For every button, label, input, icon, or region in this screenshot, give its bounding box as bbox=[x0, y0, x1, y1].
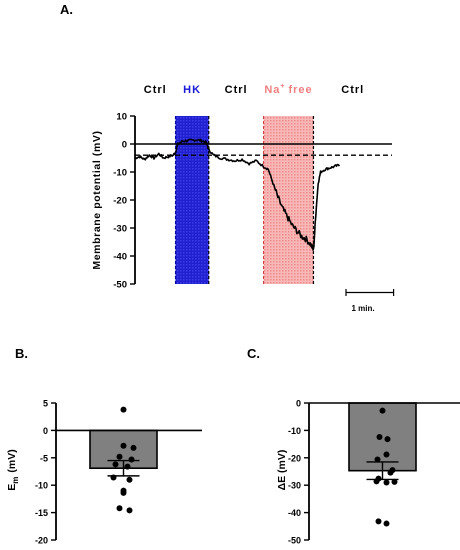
scale-bar-label: 1 min. bbox=[351, 304, 374, 313]
y-axis-label-sub: m bbox=[11, 477, 20, 484]
data-point bbox=[374, 456, 381, 463]
panel-c-delta-e-bar-chart: 0 -10 -20 -30 -40 -50 ΔE (mV) bbox=[276, 399, 460, 546]
data-point bbox=[373, 478, 380, 485]
condition-label-0: Ctrl bbox=[144, 84, 167, 96]
data-point bbox=[126, 476, 133, 483]
data-point bbox=[383, 479, 390, 486]
data-point bbox=[110, 474, 117, 481]
data-point bbox=[120, 442, 127, 449]
y-tick-label: 5 bbox=[43, 399, 48, 409]
y-tick-label: -20 bbox=[113, 196, 127, 207]
data-point bbox=[116, 453, 123, 460]
y-tick-label: -5 bbox=[40, 453, 48, 463]
data-point bbox=[126, 507, 133, 514]
y-tick-label: 0 bbox=[43, 426, 48, 436]
scale-bar: 1 min. bbox=[345, 289, 395, 313]
y-tick-label: -30 bbox=[288, 481, 301, 491]
condition-label-2: Ctrl bbox=[225, 84, 248, 96]
y-tick-label: -50 bbox=[113, 280, 127, 291]
y-axis-label-main: E bbox=[6, 484, 18, 491]
y-tick-label: -50 bbox=[288, 536, 301, 546]
y-axis-label: Membrane potential (mV) bbox=[91, 130, 103, 269]
condition-shade-3 bbox=[263, 116, 314, 284]
data-point bbox=[375, 518, 382, 525]
condition-label-1: HK bbox=[183, 84, 201, 96]
data-point bbox=[387, 469, 394, 476]
y-tick-label: 0 bbox=[296, 399, 301, 409]
condition-label-3: Na+ free bbox=[264, 83, 312, 96]
data-point bbox=[120, 406, 127, 413]
condition-label-4: Ctrl bbox=[341, 84, 364, 96]
data-point bbox=[112, 461, 119, 468]
data-point bbox=[128, 456, 135, 463]
panel-b-em-bar-chart: 5 0 -5 -10 -15 -20 Em (mV) bbox=[6, 399, 202, 546]
data-point bbox=[120, 489, 127, 496]
data-point bbox=[384, 436, 391, 443]
y-tick-label: -10 bbox=[288, 426, 301, 436]
y-tick-label: -10 bbox=[113, 168, 127, 179]
data-point bbox=[130, 444, 137, 451]
y-axis-label-unit: (mV) bbox=[6, 449, 18, 472]
y-tick-label: -15 bbox=[35, 508, 48, 518]
y-axis-label: Em (mV) bbox=[6, 449, 20, 490]
data-point bbox=[116, 505, 123, 512]
panel-label-a: A. bbox=[60, 2, 73, 17]
y-tick-label: 10 bbox=[116, 112, 127, 123]
y-tick-label: -40 bbox=[288, 508, 301, 518]
y-tick-label: 0 bbox=[122, 140, 127, 151]
membrane-potential-trace bbox=[134, 138, 341, 251]
y-tick-label: -20 bbox=[35, 536, 48, 546]
panel-a-trace-chart: Ctrl HK Ctrl Na+ free Ctrl 10 0 -10 -20 -30 -40 -50… bbox=[91, 83, 395, 313]
y-axis-label: ΔE (mV) bbox=[276, 450, 288, 491]
data-point bbox=[383, 520, 390, 527]
y-tick-label: -40 bbox=[113, 252, 127, 263]
y-tick-label: -10 bbox=[35, 481, 48, 491]
data-point bbox=[124, 463, 131, 470]
panel-label-b: B. bbox=[15, 346, 28, 361]
y-tick-label: -20 bbox=[288, 453, 301, 463]
data-point bbox=[379, 407, 386, 414]
data-point bbox=[391, 478, 398, 485]
y-tick-label: -30 bbox=[113, 224, 127, 235]
data-point bbox=[383, 451, 390, 458]
data-point bbox=[376, 433, 383, 440]
panel-label-c: C. bbox=[247, 346, 260, 361]
